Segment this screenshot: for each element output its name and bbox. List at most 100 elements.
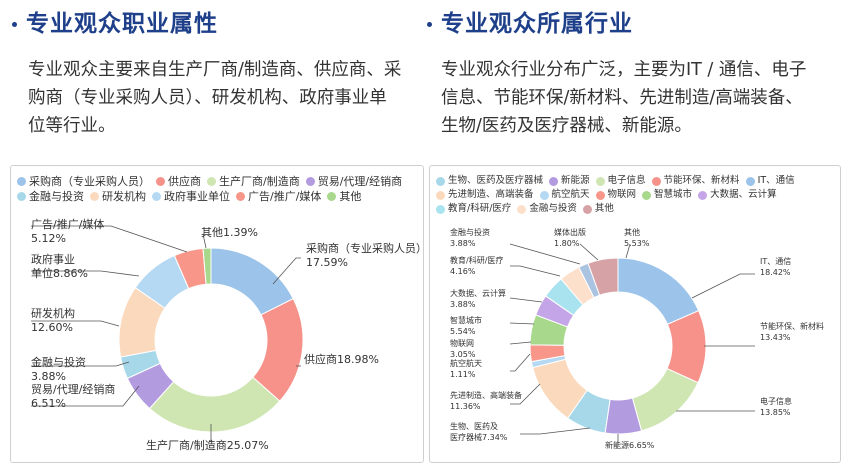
chart-legend: 生物、医药及医疗器械 新能源 电子信息 节能环保、新材料 IT、通信先进制造、高端装备 航… xyxy=(436,174,831,216)
legend-item[interactable]: 广告/推广/媒体 xyxy=(236,189,321,204)
legend-label: 先进制造、高端装备 xyxy=(448,189,534,200)
industry-donut-chart: IT、通信 18.42% 节能环保、新材料 13.43% 电子信息 13.85% 新能源6.… xyxy=(450,227,824,450)
legend-item[interactable]: 新能源 xyxy=(549,174,590,188)
legend-item[interactable]: 生物、医药及医疗器械 xyxy=(436,174,543,188)
legend-swatch-icon xyxy=(436,190,445,200)
legend-item[interactable]: 大数据、云计算 xyxy=(698,188,777,202)
slice-label: 政府事业 xyxy=(31,252,75,266)
slice-label: 金融与投资 xyxy=(31,355,86,369)
legend-item[interactable]: 教育/科研/医疗 xyxy=(436,202,511,216)
legend-item[interactable]: 金融与投资 xyxy=(517,202,577,216)
slice-label: 13.43% xyxy=(760,333,791,342)
slice-label: 医疗器械7.34% xyxy=(450,432,508,442)
leader-line xyxy=(31,225,188,253)
slice-label: 6.51% xyxy=(31,397,66,410)
legend-label: 研发机构 xyxy=(102,190,146,203)
left-paragraph: 专业观众主要来自生产厂商/制造商、供应商、采 购商（专业采购人员）、研发机构、政… xyxy=(28,60,402,136)
leader-line xyxy=(510,353,531,372)
slice-label: 广告/推广/媒体 xyxy=(31,217,104,231)
leader-line xyxy=(31,270,140,277)
slice-label: 1.11% xyxy=(450,370,476,379)
legend-swatch-icon xyxy=(236,192,245,201)
slice-label: 12.60% xyxy=(31,321,73,334)
legend-item[interactable]: 采购商（专业采购人员） xyxy=(17,174,150,189)
legend-label: 智慧城市 xyxy=(654,189,693,200)
legend-item[interactable]: 物联网 xyxy=(595,188,637,202)
slice-label: 生物、医药及 xyxy=(450,421,498,431)
legend-swatch-icon xyxy=(207,177,216,186)
slice-labels: IT、通信 18.42% 节能环保、新材料 13.43% 电子信息 13.85% 新能源6.… xyxy=(450,227,824,450)
legend-item[interactable]: 先进制造、高端装备 xyxy=(436,188,534,202)
legend-label: 金融与投资 xyxy=(29,190,84,203)
slice-label: 5.53% xyxy=(624,239,650,248)
legend-label: 航空航天 xyxy=(551,189,590,200)
slice-label: 电子信息 xyxy=(760,396,792,406)
legend-swatch-icon xyxy=(305,177,315,186)
slice-label: 其他1.39% xyxy=(201,226,258,239)
legend-item[interactable]: 电子信息 xyxy=(595,174,646,188)
legend-label: IT、通信 xyxy=(757,175,795,186)
slice-label: 单位8.86% xyxy=(31,266,88,280)
occupation-chart-panel: 采购商（专业采购人员） 供应商 生产厂商/制造商 贸易/代理/经销商金融与投资 研发机构… xyxy=(10,165,424,463)
legend-swatch-icon xyxy=(651,176,661,186)
legend-item[interactable]: 政府事业单位 xyxy=(152,189,230,204)
legend-label: 生产厂商/制造商 xyxy=(219,175,300,188)
leader-lines xyxy=(31,225,301,442)
leader-line xyxy=(31,320,120,327)
legend-swatch-icon xyxy=(90,192,99,201)
bullet-dot-icon xyxy=(427,22,432,27)
legend-swatch-icon xyxy=(698,190,708,200)
slice-label: 智慧城市 xyxy=(450,315,482,325)
legend-item[interactable]: IT、通信 xyxy=(745,174,795,188)
right-heading: 专业观众所属行业 xyxy=(427,4,633,38)
slice-label: 11.36% xyxy=(450,402,481,411)
slice-label: 新能源6.65% xyxy=(605,440,655,450)
legend-label: 物联网 xyxy=(607,189,637,200)
leader-line xyxy=(31,385,140,407)
legend-swatch-icon xyxy=(642,190,652,200)
slice-label: 物联网 xyxy=(450,338,474,348)
legend-item[interactable]: 智慧城市 xyxy=(642,188,692,202)
slice-label: 1.80% xyxy=(554,239,580,248)
legend-label: 其他 xyxy=(594,203,614,214)
leader-line xyxy=(509,243,581,265)
legend-swatch-icon xyxy=(745,176,755,186)
leader-line xyxy=(510,265,561,277)
legend-swatch-icon xyxy=(595,176,605,186)
legend-item[interactable]: 其他 xyxy=(327,189,361,204)
leader-line xyxy=(520,427,591,435)
slice-label: 教育/科研/医疗 xyxy=(450,255,503,265)
slice-label: 航空航天 xyxy=(450,358,482,368)
legend-label: 供应商 xyxy=(168,175,201,188)
slice-label: 采购商（专业采购人员） xyxy=(306,241,423,255)
legend-swatch-icon xyxy=(595,190,605,200)
leader-line xyxy=(509,341,532,345)
leader-line xyxy=(510,383,541,405)
legend-item[interactable]: 航空航天 xyxy=(539,188,590,202)
legend-label: 电子信息 xyxy=(607,175,646,186)
legend-label: 其他 xyxy=(339,190,362,203)
donut-slice xyxy=(587,257,619,296)
legend-item[interactable]: 研发机构 xyxy=(90,189,146,204)
leader-line xyxy=(579,243,599,261)
legend-label: 贸易/代理/经销商 xyxy=(317,175,403,188)
legend-item[interactable]: 贸易/代理/经销商 xyxy=(305,174,403,189)
slice-label: 3.88% xyxy=(450,239,476,248)
donut-slice xyxy=(617,257,700,325)
industry-chart-panel: 生物、医药及医疗器械 新能源 电子信息 节能环保、新材料 IT、通信 先进制造、高端装备航… xyxy=(429,165,841,463)
slice-label: 3.88% xyxy=(450,300,476,309)
legend-swatch-icon xyxy=(327,192,337,201)
legend-label: 政府事业单位 xyxy=(164,190,230,203)
legend-label: 大数据、云计算 xyxy=(710,189,777,200)
legend-item[interactable]: 供应商 xyxy=(156,174,201,189)
legend-item[interactable]: 生产厂商/制造商 xyxy=(207,174,300,189)
legend-item[interactable]: 金融与投资 xyxy=(17,189,84,204)
legend-item[interactable]: 其他 xyxy=(582,202,614,216)
slice-label: 5.12% xyxy=(31,232,66,245)
donut-slice xyxy=(631,367,699,432)
legend-swatch-icon xyxy=(517,204,527,214)
legend-item[interactable]: 节能环保、新材料 xyxy=(651,174,740,188)
slice-label: 生产厂商/制造商25.07% xyxy=(146,438,269,452)
leader-line xyxy=(202,233,207,249)
legend-label: 教育/科研/医疗 xyxy=(448,203,512,214)
